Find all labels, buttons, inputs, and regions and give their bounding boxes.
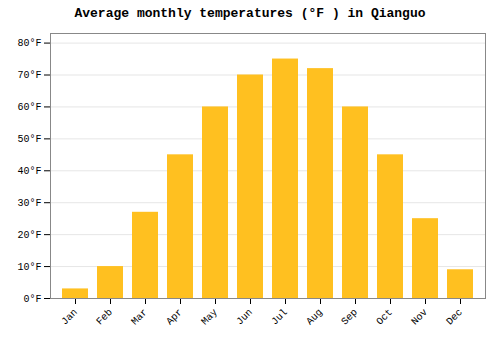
svg-text:Jul: Jul [269, 307, 290, 328]
svg-text:Apr: Apr [164, 307, 185, 328]
svg-text:Oct: Oct [374, 307, 395, 328]
svg-text:0°F: 0°F [23, 294, 41, 305]
svg-text:Jan: Jan [59, 307, 80, 328]
svg-text:50°F: 50°F [17, 134, 41, 145]
svg-text:30°F: 30°F [17, 198, 41, 209]
svg-text:Aug: Aug [304, 307, 325, 328]
svg-text:70°F: 70°F [17, 70, 41, 81]
svg-text:May: May [199, 307, 220, 328]
svg-text:Mar: Mar [129, 307, 150, 328]
html-text:Average monthly temperatures (: Average monthly temperatures (°F ) in Qi… [74, 6, 426, 21]
svg-text:60°F: 60°F [17, 102, 41, 113]
svg-text:40°F: 40°F [17, 166, 41, 177]
svg-text:Sep: Sep [339, 307, 360, 328]
svg-text:Feb: Feb [94, 307, 115, 328]
svg-text:10°F: 10°F [17, 262, 41, 273]
svg-text:Dec: Dec [444, 307, 465, 328]
svg-text:20°F: 20°F [17, 230, 41, 241]
svg-text:Jun: Jun [234, 307, 255, 328]
svg-text:80°F: 80°F [17, 38, 41, 49]
svg-text:Nov: Nov [409, 307, 430, 328]
